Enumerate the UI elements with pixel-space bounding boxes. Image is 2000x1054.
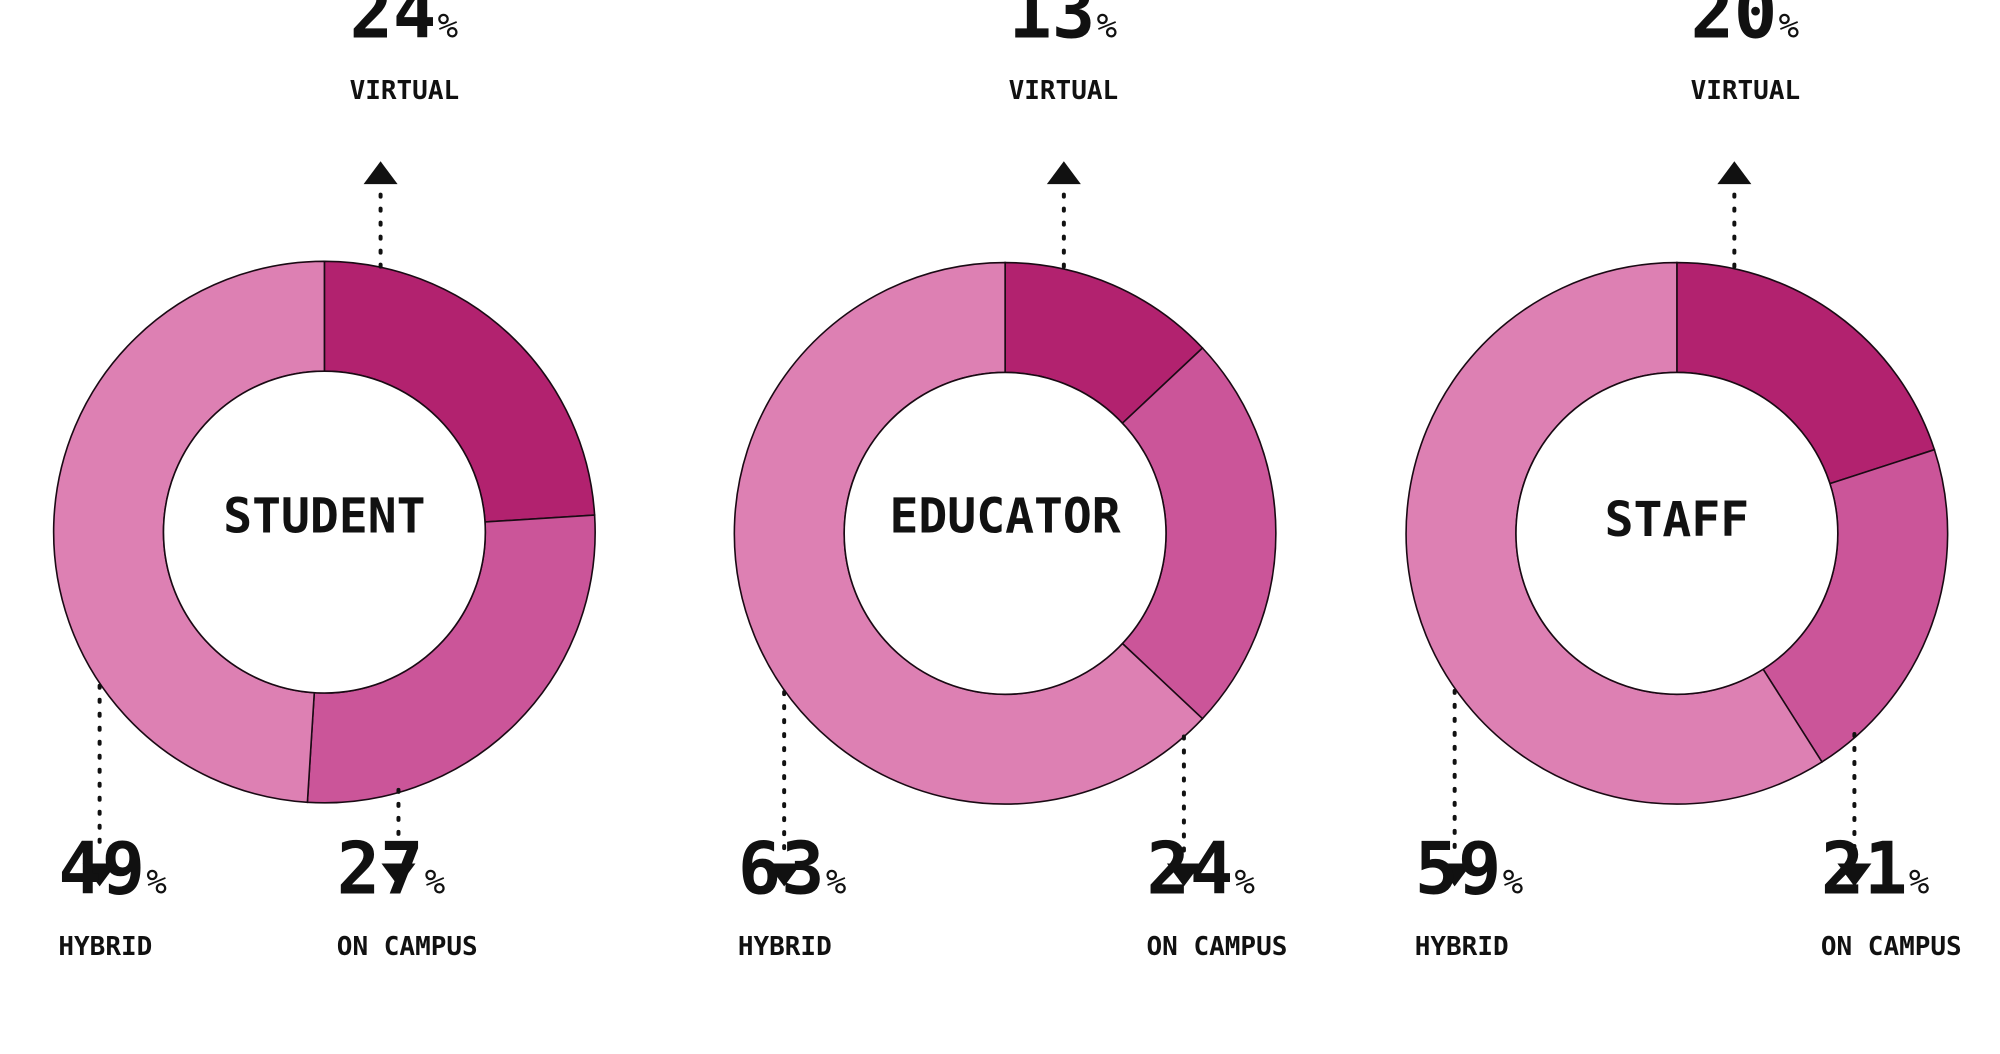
arrow-head-icon xyxy=(82,863,117,887)
value-label-hybrid: 59 xyxy=(1415,826,1502,910)
percent-sign: % xyxy=(826,862,846,902)
donut-chart-staff: STAFF 20 % VIRTUAL 21 % ON CAMPUS 59 % HYBRID xyxy=(1405,0,1962,962)
donut-hole xyxy=(162,370,487,694)
donut-chart-educator: EDUCATOR 13 % VIRTUAL 24 % ON CAMPUS 63 % HYBRID xyxy=(733,0,1288,962)
percent-sign: % xyxy=(1779,7,1799,47)
value-label-virtual: 24 xyxy=(350,0,437,55)
value-label-on-campus: 24 xyxy=(1147,826,1234,910)
value-label-virtual: 20 xyxy=(1691,0,1778,55)
arrow-head-icon xyxy=(381,863,416,887)
value-label-hybrid: 63 xyxy=(738,826,825,910)
arrow-head-icon xyxy=(1046,161,1081,185)
arrow-head-icon xyxy=(1437,863,1472,887)
arrow-head-icon xyxy=(767,863,802,887)
value-label-virtual: 13 xyxy=(1009,0,1096,55)
category-label-on-campus: ON CAMPUS xyxy=(1147,932,1288,962)
category-label-virtual: VIRTUAL xyxy=(1009,76,1119,106)
callout-hybrid: 49 % HYBRID xyxy=(58,683,167,962)
callout-hybrid: 63 % HYBRID xyxy=(738,690,846,962)
percent-sign: % xyxy=(146,862,166,902)
arrow-head-icon xyxy=(363,161,398,185)
donut-chart-student: STUDENT 24 % VIRTUAL 27 % ON CAMPUS 49 % HYBRID xyxy=(52,0,596,962)
callout-on-campus: 27 % ON CAMPUS xyxy=(337,787,478,962)
percent-sign: % xyxy=(1909,862,1929,902)
callout-on-campus: 24 % ON CAMPUS xyxy=(1147,734,1288,962)
category-label-virtual: VIRTUAL xyxy=(1691,76,1801,106)
category-label-on-campus: ON CAMPUS xyxy=(1821,932,1962,962)
arrow-head-icon xyxy=(1837,863,1872,887)
callout-virtual: 13 % VIRTUAL xyxy=(1009,0,1119,269)
value-label-on-campus: 27 xyxy=(337,826,424,910)
chart-title: STAFF xyxy=(1605,492,1750,548)
percent-sign: % xyxy=(1235,862,1255,902)
donut-hole xyxy=(1515,371,1839,696)
percent-sign: % xyxy=(425,862,445,902)
arrow-head-icon xyxy=(1166,863,1201,887)
donut-hole xyxy=(843,371,1167,696)
value-label-on-campus: 21 xyxy=(1821,826,1908,910)
category-label-on-campus: ON CAMPUS xyxy=(337,932,478,962)
percent-sign: % xyxy=(438,7,458,47)
callout-on-campus: 21 % ON CAMPUS xyxy=(1821,731,1962,962)
chart-title: STUDENT xyxy=(223,488,425,544)
category-label-hybrid: HYBRID xyxy=(738,932,832,962)
category-label-hybrid: HYBRID xyxy=(1415,932,1509,962)
value-label-hybrid: 49 xyxy=(58,826,145,910)
chart-title: EDUCATOR xyxy=(890,488,1121,544)
callout-hybrid: 59 % HYBRID xyxy=(1415,688,1523,962)
callout-virtual: 20 % VIRTUAL xyxy=(1691,0,1801,269)
arrow-head-icon xyxy=(1717,161,1752,185)
category-label-hybrid: HYBRID xyxy=(58,932,152,962)
callout-virtual: 24 % VIRTUAL xyxy=(350,0,460,269)
category-label-virtual: VIRTUAL xyxy=(350,76,460,106)
percent-sign: % xyxy=(1097,7,1117,47)
percent-sign: % xyxy=(1503,862,1523,902)
